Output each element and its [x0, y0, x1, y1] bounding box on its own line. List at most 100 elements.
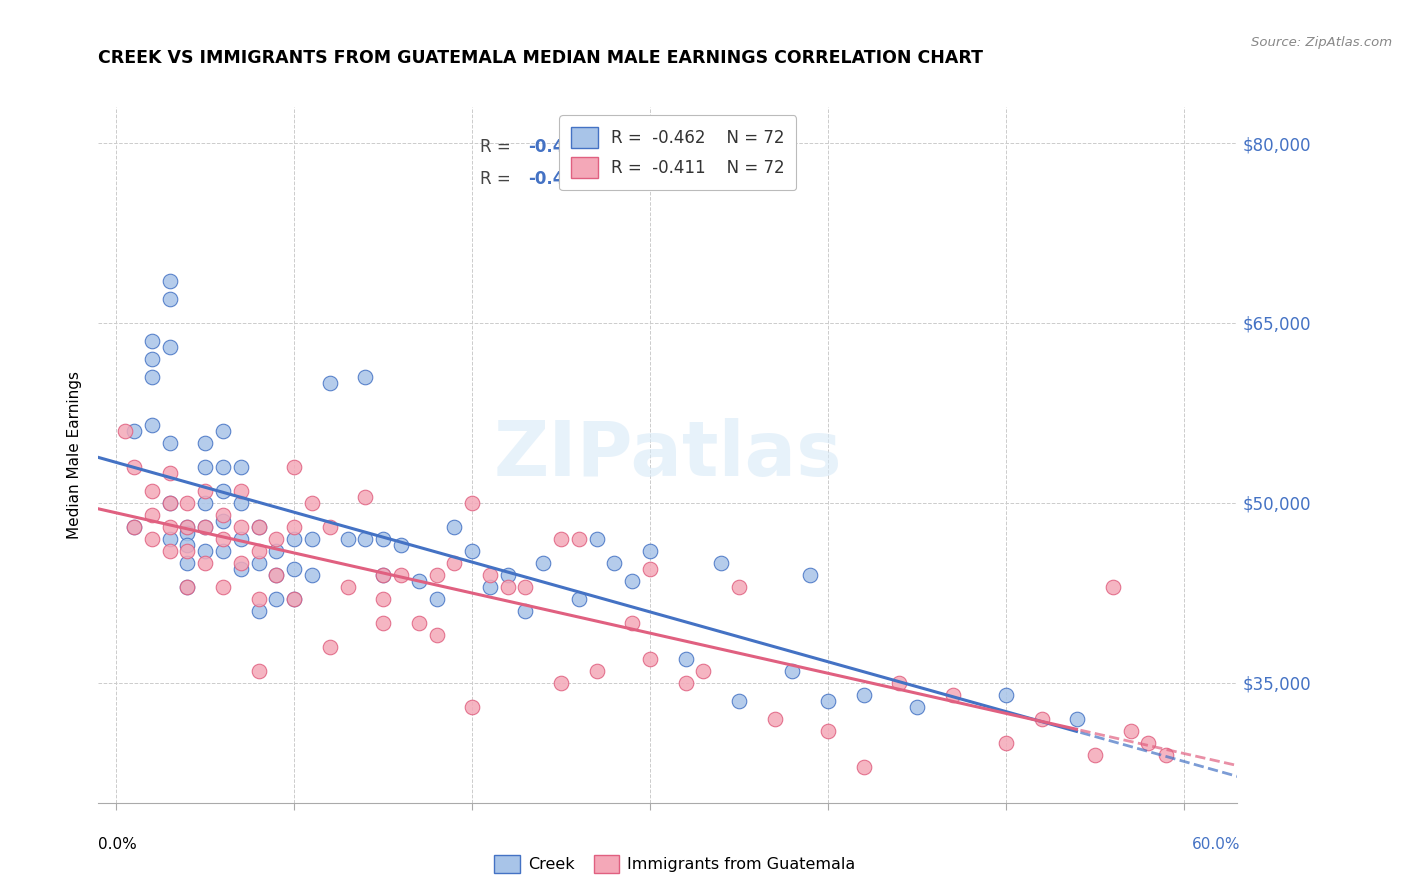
Point: [371, 615, 394, 630]
Point: [283, 562, 305, 576]
Text: -0.411: -0.411: [527, 169, 588, 187]
Point: [994, 736, 1017, 750]
Point: [176, 544, 198, 558]
Point: [212, 459, 235, 474]
Point: [675, 652, 697, 666]
Point: [159, 496, 181, 510]
Text: N =: N =: [605, 138, 643, 156]
Point: [229, 459, 252, 474]
Point: [728, 694, 751, 708]
Point: [336, 580, 359, 594]
Text: -0.462: -0.462: [527, 138, 588, 156]
Point: [354, 490, 377, 504]
Point: [1101, 580, 1123, 594]
Point: [621, 615, 644, 630]
Point: [889, 676, 911, 690]
Point: [176, 525, 198, 540]
Point: [905, 699, 928, 714]
Point: [266, 591, 288, 606]
Point: [212, 544, 235, 558]
Point: [141, 334, 163, 348]
Point: [603, 556, 626, 570]
Point: [122, 520, 145, 534]
Point: [247, 591, 270, 606]
Point: [176, 520, 198, 534]
Point: [336, 532, 359, 546]
Point: [194, 436, 217, 450]
Point: [461, 544, 484, 558]
Point: [229, 556, 252, 570]
Point: [550, 532, 572, 546]
Point: [266, 567, 288, 582]
Point: [159, 436, 181, 450]
Point: [247, 604, 270, 618]
Text: R =: R =: [479, 169, 516, 187]
Point: [568, 532, 591, 546]
Text: R =: R =: [479, 138, 516, 156]
Point: [283, 532, 305, 546]
Text: 60.0%: 60.0%: [1192, 837, 1240, 852]
Point: [319, 376, 342, 390]
Point: [194, 520, 217, 534]
Point: [531, 556, 554, 570]
Point: [301, 532, 323, 546]
Point: [425, 591, 447, 606]
Text: 72: 72: [648, 169, 672, 187]
Point: [371, 567, 394, 582]
Point: [212, 514, 235, 528]
Point: [763, 712, 786, 726]
Point: [176, 580, 198, 594]
Point: [283, 520, 305, 534]
Point: [212, 508, 235, 522]
Point: [266, 544, 288, 558]
Point: [247, 520, 270, 534]
Point: [621, 574, 644, 588]
Point: [122, 424, 145, 438]
Point: [496, 567, 519, 582]
Point: [283, 591, 305, 606]
Point: [568, 591, 591, 606]
Point: [229, 483, 252, 498]
Point: [212, 532, 235, 546]
Point: [194, 520, 217, 534]
Point: [1154, 747, 1177, 762]
Point: [994, 688, 1017, 702]
Point: [1084, 747, 1107, 762]
Point: [283, 591, 305, 606]
Point: [942, 688, 965, 702]
Point: [710, 556, 733, 570]
Point: [371, 591, 394, 606]
Point: [389, 538, 412, 552]
Point: [212, 483, 235, 498]
Point: [371, 567, 394, 582]
Point: [354, 532, 377, 546]
Point: [141, 508, 163, 522]
Text: Source: ZipAtlas.com: Source: ZipAtlas.com: [1251, 36, 1392, 49]
Point: [817, 723, 839, 738]
Point: [799, 567, 821, 582]
Point: [408, 574, 430, 588]
Point: [114, 424, 136, 438]
Point: [585, 664, 607, 678]
Point: [443, 520, 465, 534]
Text: N =: N =: [605, 169, 643, 187]
Point: [550, 676, 572, 690]
Point: [301, 567, 323, 582]
Point: [852, 688, 875, 702]
Point: [852, 760, 875, 774]
Point: [194, 544, 217, 558]
Point: [638, 652, 661, 666]
Text: CREEK VS IMMIGRANTS FROM GUATEMALA MEDIAN MALE EARNINGS CORRELATION CHART: CREEK VS IMMIGRANTS FROM GUATEMALA MEDIA…: [98, 49, 983, 67]
Point: [247, 556, 270, 570]
Point: [229, 562, 252, 576]
Point: [585, 532, 607, 546]
Point: [159, 544, 181, 558]
Point: [194, 556, 217, 570]
Point: [194, 483, 217, 498]
Point: [425, 567, 447, 582]
Point: [266, 532, 288, 546]
Point: [159, 274, 181, 288]
Point: [176, 538, 198, 552]
Point: [229, 496, 252, 510]
Point: [1119, 723, 1142, 738]
